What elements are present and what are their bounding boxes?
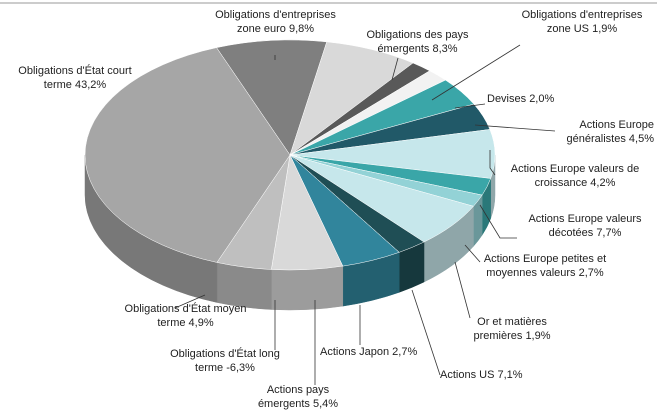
slice-label: Actions US 7,1% [440,368,550,382]
category-name: Obligations d'État moyen terme [124,303,247,329]
value-label: 2,7% [392,346,418,358]
value-label: 1,9% [592,23,618,35]
category-name: Obligations d'entreprises zone US [521,9,643,35]
category-name: Obligations d'entreprises zone euro [215,9,336,35]
value-label: 2,7% [578,267,604,279]
category-name: Actions pays émergents [257,384,330,410]
slice-label: Actions pays émergents 5,4% [248,383,348,411]
slice-label: Obligations d'entreprises zone US 1,9% [512,8,652,36]
category-name: Actions Europe valeurs de croissance [510,163,640,189]
category-name: Actions US [440,369,495,381]
slice-label: Actions Europe valeurs décotées 7,7% [515,212,655,240]
value-label: 2,0% [529,93,555,105]
value-label: 9,8% [288,23,315,35]
category-name: Obligations d'État long terme [170,348,280,374]
slice-label: Obligations d'entreprises zone euro 9,8% [208,8,343,36]
slice-label: Actions Europe petites et moyennes valeu… [470,252,620,280]
slice [84,47,291,263]
value-label: 1,9% [525,330,551,342]
slice-side [271,265,344,311]
category-name: Devises [487,93,527,105]
slice-label: Actions Europe valeurs de croissance 4,2… [505,162,645,190]
value-label: 5,4% [312,398,339,410]
value-label: 4,5% [628,133,654,145]
value-label: 8,3% [432,43,458,55]
slice-label: Obligations d'État long terme -6,3% [165,347,285,375]
category-name: Or et matières premières [473,316,547,342]
value-label: 7,1% [497,369,523,381]
slice-label: Obligations d'État moyen terme 4,9% [118,302,253,330]
value-label: -6,3% [226,362,255,374]
value-label: 4,2% [590,177,616,189]
category-name: Actions Europe valeurs décotées [528,213,642,239]
category-name: Obligations d'État court terme [18,65,132,91]
category-name: Actions Europe généralistes [566,119,654,145]
slice-label: Or et matières premières 1,9% [462,315,562,343]
category-name: Actions Europe petites et moyennes valeu… [483,253,607,279]
value-label: 43,2% [74,79,107,91]
slice-label: Obligations des pays émergents 8,3% [355,28,480,56]
slice-label: Actions Europe généralistes 4,5% [540,118,654,146]
value-label: 7,7% [596,227,622,239]
slice-label: Actions Japon 2,7% [320,345,430,359]
category-name: Actions Japon [320,346,390,358]
leader-lines [174,44,556,385]
category-name: Obligations des pays émergents [366,29,469,55]
slice-label: Devises 2,0% [487,92,587,106]
slice-label: Obligations d'État court terme 43,2% [5,64,145,92]
value-label: 4,9% [188,317,214,329]
